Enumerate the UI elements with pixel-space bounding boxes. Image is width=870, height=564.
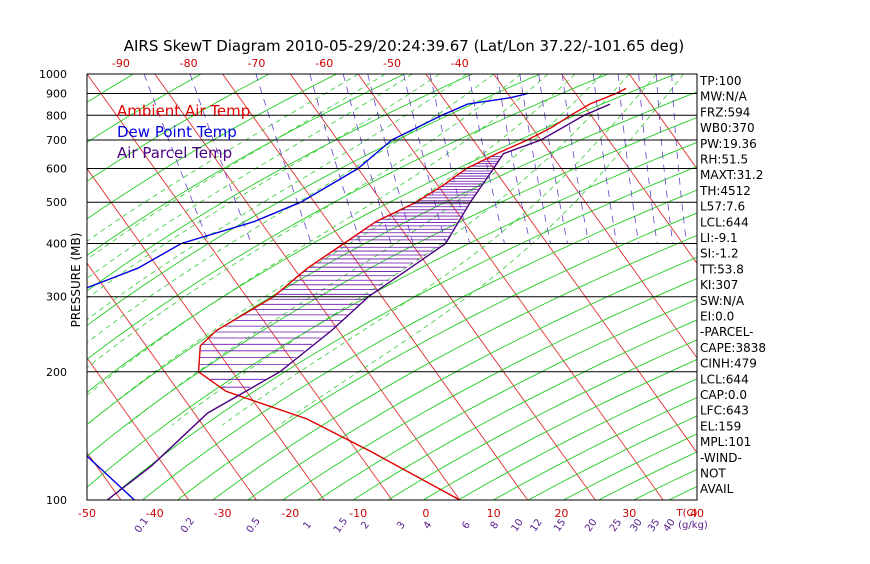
bottom-temp-tick-label: -20 <box>281 507 299 520</box>
mixing-ratio-label: 0.2 <box>179 516 197 535</box>
index-label: -PARCEL- <box>700 325 754 339</box>
top-temp-tick-label: -80 <box>180 57 198 70</box>
pressure-tick-label: 1000 <box>39 68 67 81</box>
isotherm-line <box>833 74 870 500</box>
mixing-ratio-label: 10 <box>510 517 526 534</box>
dry-adiabat-line <box>809 74 870 500</box>
index-label: CAP:0.0 <box>700 388 747 402</box>
bottom-temp-tick-label: 0 <box>422 507 429 520</box>
index-label: KI:307 <box>700 278 738 292</box>
pressure-tick-label: 100 <box>46 494 67 507</box>
index-label: MW:N/A <box>700 90 748 104</box>
dry-adiabat-line <box>844 74 870 500</box>
mixing-ratio-label: 6 <box>460 520 473 532</box>
moist-adiabat-line <box>40 74 494 381</box>
bottom-temp-tick-label: -40 <box>146 507 164 520</box>
pressure-tick-label: 600 <box>46 163 67 176</box>
pressure-tick-label: 800 <box>46 109 67 122</box>
mixing-ratio-label: 0.5 <box>245 516 263 535</box>
index-label: CAPE:3838 <box>700 341 766 355</box>
top-temp-tick-label: -60 <box>315 57 333 70</box>
index-label: NOT <box>700 467 726 481</box>
top-temp-tick-label: -50 <box>383 57 401 70</box>
legend-entry: Air Parcel Temp <box>117 144 232 162</box>
index-label: RH:51.5 <box>700 153 748 167</box>
temp-unit-label: T(C) <box>676 508 698 519</box>
top-temp-tick-label: -40 <box>451 57 469 70</box>
mixing-ratio-line <box>618 74 639 244</box>
index-label: LI:-9.1 <box>700 231 738 245</box>
dry-adiabat-line <box>353 74 870 500</box>
bottom-temp-tick-label: -30 <box>214 507 232 520</box>
index-label: CINH:479 <box>700 357 757 371</box>
moist-adiabat-line <box>279 74 683 425</box>
index-label: LCL:644 <box>700 372 749 386</box>
mixing-ratio-unit-label: (g/kg) <box>678 520 708 531</box>
top-temp-tick-label: -90 <box>112 57 130 70</box>
index-label: TT:53.8 <box>699 262 744 276</box>
dry-adiabat-line <box>774 74 870 500</box>
index-label: -WIND- <box>700 451 742 465</box>
index-label: WB0:370 <box>700 121 755 135</box>
mixing-ratio-label: 1 <box>301 520 314 532</box>
dry-adiabat-line <box>143 74 870 500</box>
index-label: PW:19.36 <box>700 137 757 151</box>
bottom-temp-tick-label: -50 <box>78 507 96 520</box>
pressure-tick-label: 900 <box>46 87 67 100</box>
pressure-tick-label: 400 <box>46 238 67 251</box>
moist-adiabat-line <box>222 74 656 425</box>
legend-entry: Dew Point Temp <box>117 123 237 141</box>
mixing-ratio-line <box>539 74 568 244</box>
top-temp-tick-label: -70 <box>247 57 265 70</box>
index-label: MAXT:31.2 <box>700 168 763 182</box>
mixing-ratio-label: 40 <box>662 517 678 534</box>
isotherm-line <box>358 74 663 500</box>
dry-adiabat-line <box>458 74 870 500</box>
index-label: SI:-1.2 <box>700 247 739 261</box>
dry-adiabat-line <box>739 74 870 500</box>
index-label: MPL:101 <box>700 435 751 449</box>
index-label: AVAIL <box>700 482 734 496</box>
isotherm-line <box>426 74 731 500</box>
bottom-temp-tick-label: 10 <box>487 507 501 520</box>
mixing-ratio-label: 1.5 <box>332 516 350 535</box>
index-label: TH:4512 <box>699 184 751 198</box>
bottom-temp-tick-label: 20 <box>554 507 568 520</box>
mixing-ratio-label: 35 <box>646 517 662 534</box>
mixing-ratio-label: 2 <box>359 520 372 532</box>
index-label: TP:100 <box>699 74 742 88</box>
chart-title: AIRS SkewT Diagram 2010-05-29/20:24:39.6… <box>124 37 685 55</box>
dry-adiabat-line <box>0 74 608 500</box>
index-label: LCL:644 <box>700 215 749 229</box>
index-label: EL:159 <box>700 419 741 433</box>
index-label: FRZ:594 <box>700 105 750 119</box>
index-label: LFC:643 <box>700 404 749 418</box>
pressure-tick-label: 700 <box>46 134 67 147</box>
dry-adiabat-line <box>669 74 870 500</box>
dry-adiabat-line <box>213 74 870 500</box>
index-label: EI:0.0 <box>700 310 734 324</box>
index-label: L57:7.6 <box>700 200 745 214</box>
pressure-tick-label: 200 <box>46 366 67 379</box>
mixing-ratio-line <box>430 74 470 244</box>
mixing-ratio-label: 8 <box>489 520 502 532</box>
mixing-ratio-label: 4 <box>422 520 435 532</box>
index-label: SW:N/A <box>700 294 745 308</box>
y-axis-label: PRESSURE (MB) <box>69 233 83 328</box>
bottom-temp-tick-label: -10 <box>349 507 367 520</box>
isotherm-line <box>765 74 870 500</box>
pressure-tick-label: 500 <box>46 196 67 209</box>
legend-entry: Ambient Air Temp <box>117 102 250 120</box>
mixing-ratio-label: 20 <box>583 517 599 534</box>
mixing-ratio-label: 3 <box>395 520 408 532</box>
pressure-tick-label: 300 <box>46 291 67 304</box>
mixing-ratio-label: 12 <box>528 517 544 534</box>
